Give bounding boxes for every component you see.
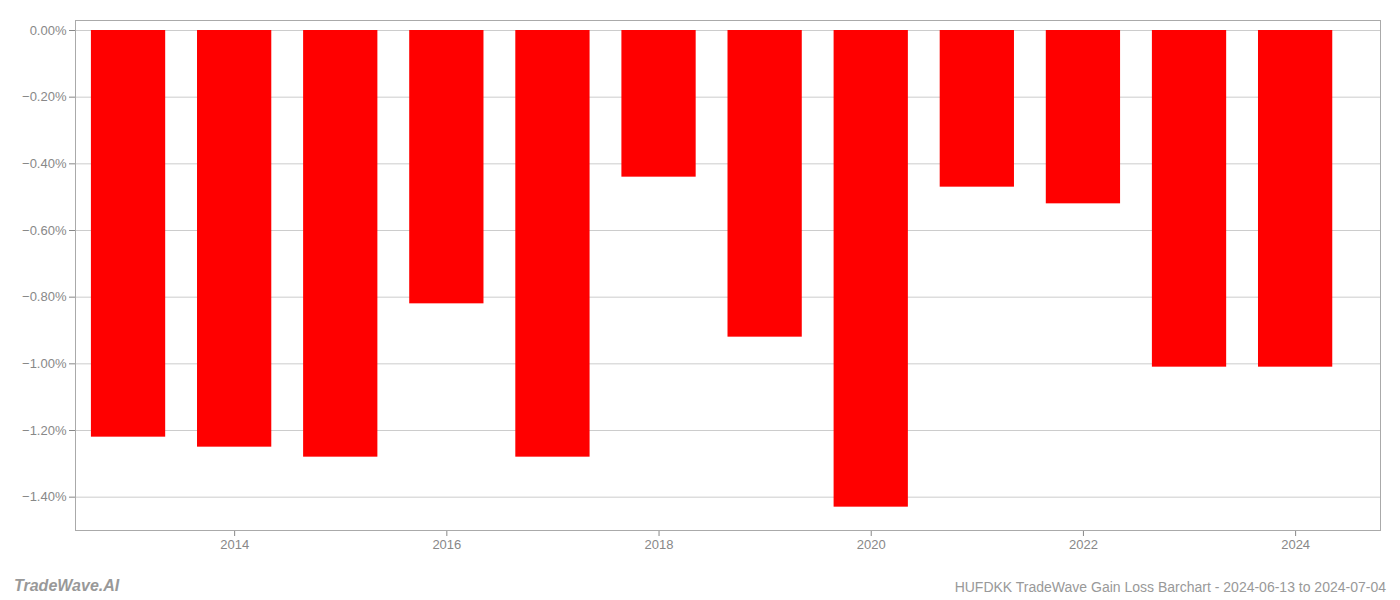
svg-text:2024: 2024 <box>1281 537 1310 552</box>
svg-text:0.00%: 0.00% <box>30 23 67 38</box>
svg-text:2016: 2016 <box>432 537 461 552</box>
html-text:HUFDKK TradeWave Gain Loss Bar: HUFDKK TradeWave Gain Loss Barchart - 20… <box>954 579 1386 595</box>
svg-text:−0.60%: −0.60% <box>22 223 67 238</box>
svg-text:−1.00%: −1.00% <box>22 356 67 371</box>
svg-text:−0.40%: −0.40% <box>22 156 67 171</box>
svg-text:2020: 2020 <box>857 537 886 552</box>
svg-text:2018: 2018 <box>645 537 674 552</box>
svg-text:−1.40%: −1.40% <box>22 489 67 504</box>
html-text:TradeWave.AI: TradeWave.AI <box>14 577 120 594</box>
svg-text:−0.80%: −0.80% <box>22 289 67 304</box>
svg-text:−0.20%: −0.20% <box>22 89 67 104</box>
svg-text:2014: 2014 <box>220 537 249 552</box>
svg-text:2022: 2022 <box>1069 537 1098 552</box>
svg-text:−1.20%: −1.20% <box>22 423 67 438</box>
